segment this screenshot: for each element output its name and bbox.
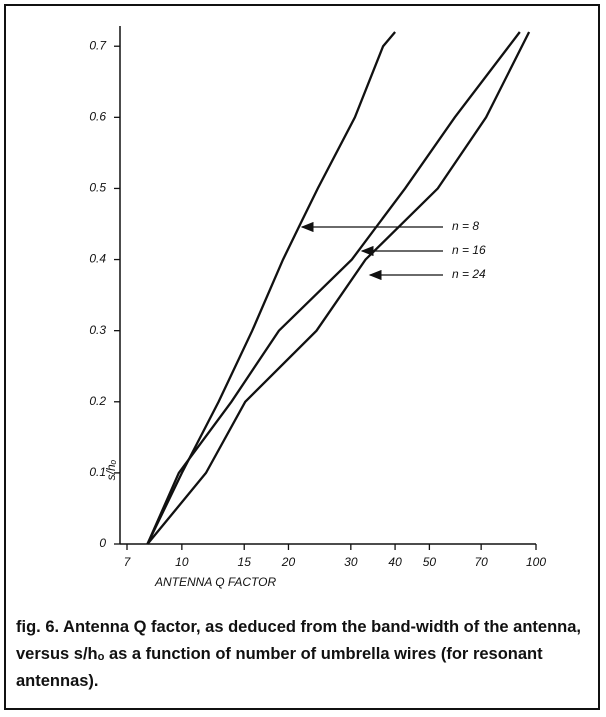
y-tick-label: 0.3: [89, 323, 106, 337]
legend-label: n = 8: [452, 219, 479, 233]
y-tick-label: 0.2: [89, 394, 106, 408]
x-tick-label: 40: [388, 555, 402, 569]
y-tick-label: 0.7: [89, 38, 107, 52]
x-tick-label: 70: [474, 555, 488, 569]
frame: [4, 4, 600, 710]
y-tick-label: 0.5: [89, 181, 106, 195]
x-tick-label: 15: [238, 555, 252, 569]
y-tick-label: 0.1: [89, 465, 106, 479]
x-tick-label: 50: [423, 555, 437, 569]
x-tick-label: 7: [124, 555, 132, 569]
x-tick-label: 20: [281, 555, 296, 569]
legend-label: n = 24: [452, 267, 486, 281]
y-axis-label: s/hₒ: [104, 459, 118, 480]
line: [146, 31, 531, 545]
x-axis-label: ANTENNA Q FACTOR: [154, 575, 276, 589]
chart: ANTENNA Q FACTOR s/hₒ 0 0.1 0.2 0.3 0.4 0.5 0.…: [89, 26, 546, 589]
x-tick-label: 30: [344, 555, 358, 569]
line: [146, 31, 521, 545]
legend-label: n = 16: [452, 243, 486, 257]
x-tick-label: 100: [526, 555, 546, 569]
line: [146, 31, 396, 545]
y-tick-label: 0.4: [89, 252, 106, 266]
caption: fig. 6. Antenna Q factor, as deduced fro…: [16, 618, 582, 690]
x-tick-label: 10: [175, 555, 189, 569]
y-tick-label: 0: [99, 536, 106, 550]
y-tick-label: 0.6: [89, 110, 106, 124]
